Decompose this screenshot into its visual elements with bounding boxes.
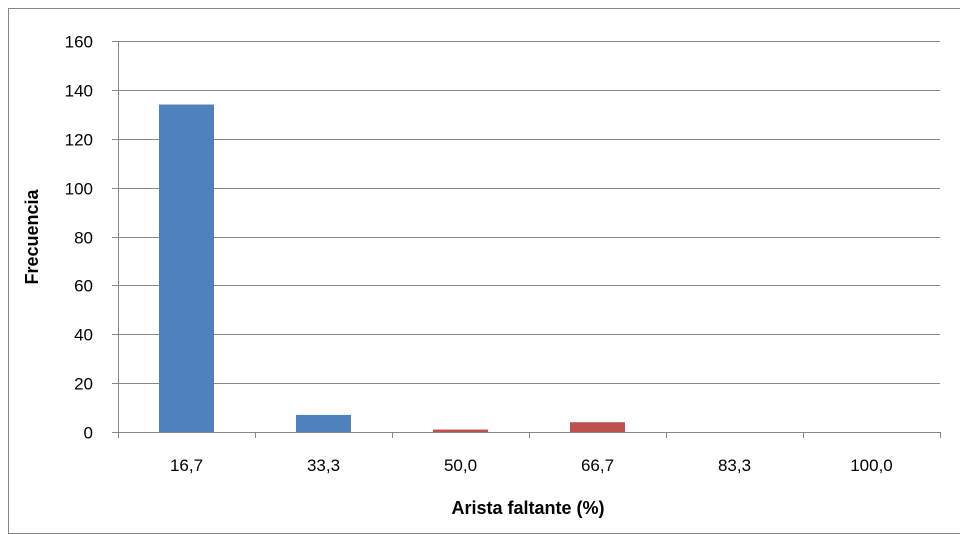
x-tick-label: 33,3 bbox=[307, 456, 340, 475]
y-axis-title: Frecuencia bbox=[22, 188, 42, 284]
y-tick-label: 160 bbox=[65, 33, 93, 52]
y-tick-label: 120 bbox=[65, 131, 93, 150]
x-tick-label: 100,0 bbox=[850, 456, 893, 475]
x-tick-labels: 16,7 33,3 50,0 66,7 83,3 100,0 bbox=[170, 456, 893, 475]
chart-border bbox=[8, 8, 960, 534]
y-tick-label: 140 bbox=[65, 82, 93, 101]
x-tick-label: 66,7 bbox=[581, 456, 614, 475]
bars bbox=[159, 104, 625, 432]
gridlines bbox=[118, 41, 940, 384]
x-tick-label: 83,3 bbox=[718, 456, 751, 475]
y-tick-label: 40 bbox=[74, 326, 93, 345]
y-tick-label: 20 bbox=[74, 375, 93, 394]
bar bbox=[433, 429, 488, 432]
y-tick-label: 100 bbox=[65, 180, 93, 199]
x-axis-title: Arista faltante (%) bbox=[451, 498, 604, 518]
y-tick-label: 60 bbox=[74, 277, 93, 296]
y-tick-labels: 0 20 40 60 80 100 120 140 160 bbox=[65, 33, 93, 443]
bar bbox=[570, 422, 625, 432]
bar bbox=[296, 414, 351, 432]
x-tick-label: 50,0 bbox=[444, 456, 477, 475]
x-tick-label: 16,7 bbox=[170, 456, 203, 475]
y-tick-label: 0 bbox=[84, 424, 93, 443]
axes bbox=[112, 41, 941, 438]
bar bbox=[159, 104, 214, 432]
y-tick-label: 80 bbox=[74, 229, 93, 248]
